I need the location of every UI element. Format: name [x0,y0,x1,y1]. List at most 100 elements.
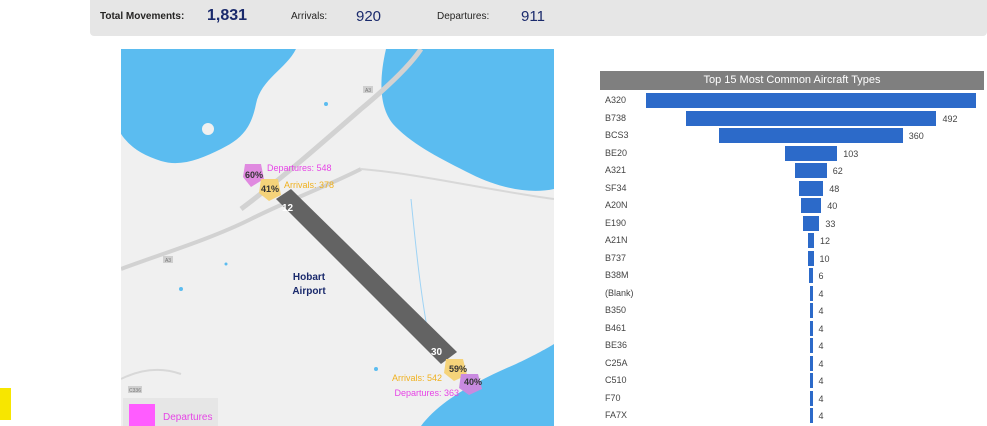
chart-title: Top 15 Most Common Aircraft Types [600,71,984,90]
south-departures-pct: 40% [464,377,482,387]
runway [276,189,457,364]
value-label: 492 [942,113,958,124]
road-south [121,368,182,380]
bar[interactable] [646,93,976,108]
bar[interactable] [719,128,903,143]
chart-row[interactable]: BE36 4 [600,337,987,355]
value-label: 4 [818,288,824,299]
bay-island [202,123,214,135]
runway-end-12: 12 [282,203,294,214]
bar[interactable] [809,355,813,371]
bar[interactable] [685,110,937,126]
value-label: 4 [818,393,824,404]
category-label: C510 [605,375,627,385]
bar[interactable] [809,390,813,406]
category-label: C25A [605,357,628,368]
bar[interactable] [784,145,838,161]
bar[interactable] [802,215,820,231]
runway-end-30: 30 [431,347,443,358]
road-east [360,168,554,200]
value-label: 103 [843,148,859,159]
chart-row[interactable]: A21N 12 [600,232,987,250]
chart-row[interactable]: SF34 48 [600,180,987,198]
bay-peninsula [121,134,247,188]
south-departures-marker [459,374,482,395]
legend-departures-label: Departures [163,412,213,423]
south-departures-label: Departures: 363 [394,388,459,398]
chart-row[interactable]: F70 4 [600,390,987,408]
pond [324,102,328,106]
value-label: 4 [818,411,824,421]
chart-row[interactable]: C25A 4 [600,355,987,373]
category-label: BCS3 [605,130,629,140]
kpi-total-value: 1,831 [207,7,248,24]
chart-row[interactable]: B737 10 [600,250,987,268]
chart-row[interactable]: B738 492 [600,110,987,128]
map-legend[interactable]: Departures [123,398,218,426]
chart-row[interactable]: BCS3 360 [600,127,987,145]
road-shield-c336-text: C336 [129,388,141,394]
map-canvas: A3 A3 C336 12 30 Hobart Airport 60% Depa… [121,49,554,426]
category-label: (Blank) [605,287,634,298]
category-label: BE20 [605,147,628,158]
north-arrivals-label: Arrivals: 378 [284,180,334,190]
category-label: A321 [605,165,627,175]
chart-row[interactable]: A321 62 [600,162,987,180]
kpi-arrivals: Arrivals: [291,0,327,32]
bar[interactable] [807,233,815,248]
south-arrivals-label: Arrivals: 542 [392,373,442,383]
road-shield-a3 [363,86,373,93]
value-label: 360 [908,131,924,141]
road-shield-c336 [128,386,142,393]
kpi-total-label: Total Movements: [100,10,185,22]
airport-name-line1: Hobart [293,272,326,283]
chart-row[interactable]: B350 4 [600,302,987,320]
category-label: FA7X [605,410,628,420]
chart-row[interactable]: C510 4 [600,372,987,390]
kpi-departures-value: 911 [521,7,545,25]
category-label: B461 [605,322,627,333]
chart-row[interactable]: B38M 6 [600,267,987,285]
kpi-departures-label: Departures: [437,10,490,22]
value-label: 33 [825,218,836,229]
bar[interactable] [809,338,813,353]
value-label: 4 [818,358,824,369]
category-label: B738 [605,112,627,123]
bar[interactable] [808,250,814,266]
pond [374,367,378,371]
category-label: E190 [605,217,627,228]
bar[interactable] [809,285,813,301]
legend-departures-swatch [129,404,155,426]
bar[interactable] [798,180,824,196]
bar[interactable] [809,320,813,336]
kpi-arrivals-label: Arrivals: [291,10,328,22]
aircraft-types-chart[interactable]: A320 B738 492 BCS3 360 BE20 103 A321 62 SF34 48 A20… [600,92,987,426]
chart-row[interactable]: A320 [600,92,987,110]
bar[interactable] [800,198,822,213]
road-shield-a3-west-text: A3 [165,258,171,264]
water-bay-east [381,49,554,191]
value-label: 4 [818,323,824,334]
north-departures-label: Departures: 548 [267,163,332,173]
bar[interactable] [809,408,813,423]
airport-map[interactable]: A3 A3 C336 12 30 Hobart Airport 60% Depa… [121,49,554,426]
chart-row[interactable]: A20N 40 [600,197,987,215]
bar[interactable] [809,268,813,283]
category-label: A21N [605,235,628,245]
category-label: B38M [605,270,629,280]
selection-marker [0,388,11,420]
chart-row[interactable]: FA7X 4 [600,407,987,425]
chart-row[interactable]: BE20 103 [600,145,987,163]
chart-row[interactable]: B461 4 [600,320,987,338]
bar[interactable] [809,303,813,318]
category-label: A320 [605,95,627,105]
road-shield-a3-text: A3 [365,88,371,94]
category-label: B737 [605,252,627,263]
north-departures-marker [243,164,264,187]
category-label: BE36 [605,340,628,350]
bar[interactable] [809,373,813,388]
chart-row[interactable]: E190 33 [600,215,987,233]
chart-row[interactable]: (Blank) 4 [600,285,987,303]
value-label: 4 [818,306,824,316]
bar[interactable] [795,163,827,178]
